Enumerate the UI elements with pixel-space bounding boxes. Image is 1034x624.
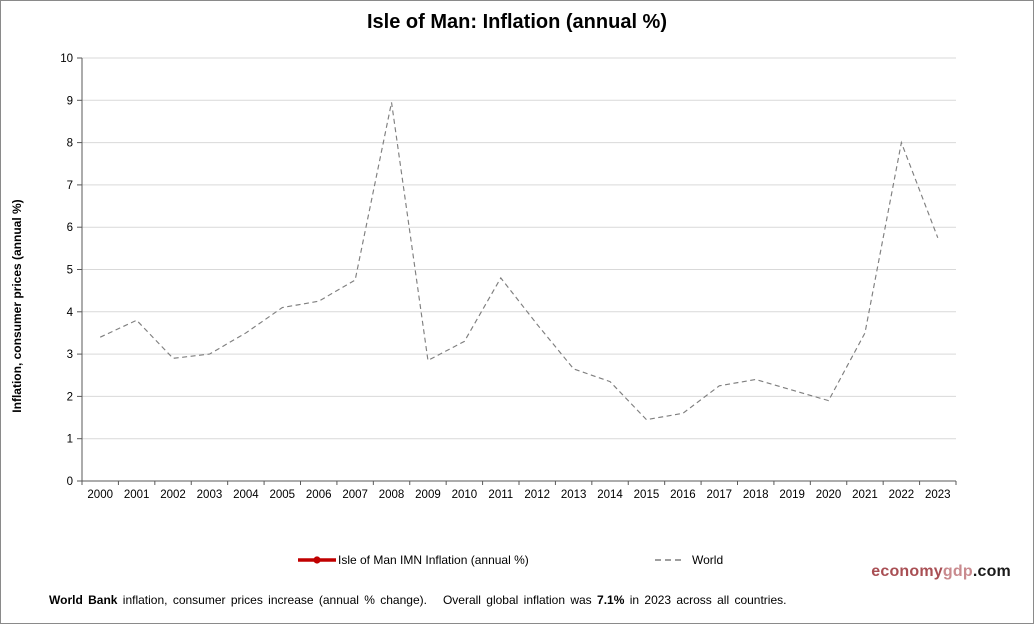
y-tick-label: 8 <box>67 138 73 150</box>
x-tick-label: 2009 <box>415 489 441 501</box>
footnote-inflation-value: 7.1% <box>597 593 625 607</box>
plot-area: 0 1 2 3 4 5 6 7 8 9 10 2000 2001 2002 2003 2004 2005 2006… <box>60 53 957 501</box>
series-line-world <box>99 102 939 421</box>
y-tick-label: 3 <box>67 349 73 361</box>
y-tick-label: 9 <box>67 95 73 107</box>
y-tick-label: 2 <box>67 391 73 403</box>
footnote-text-2: in 2023 across all countries. <box>624 593 787 607</box>
legend-sample-world-icon <box>655 559 685 561</box>
x-tick-label: 2008 <box>379 489 405 501</box>
x-tick-label: 2015 <box>634 489 660 501</box>
y-tick-label: 7 <box>67 180 73 192</box>
y-tick-label: 1 <box>67 434 73 446</box>
brand-gdp: gdp <box>942 563 973 580</box>
brand-logo[interactable]: economygdp.com <box>871 563 1011 581</box>
x-tick-label: 2010 <box>452 489 478 501</box>
y-tick-label: 4 <box>67 307 74 319</box>
x-tick-label: 2023 <box>925 489 951 501</box>
x-tick-label: 2018 <box>743 489 769 501</box>
x-tick-label: 2002 <box>160 489 186 501</box>
x-tick-label: 2012 <box>524 489 550 501</box>
x-tick-label: 2000 <box>87 489 113 501</box>
x-tick-label: 2003 <box>197 489 223 501</box>
x-tick-label: 2021 <box>852 489 878 501</box>
y-tick-label: 10 <box>60 53 73 65</box>
x-tick-label: 2007 <box>342 489 368 501</box>
chart-title: Isle of Man: Inflation (annual %) <box>367 11 667 33</box>
x-tick-label: 2017 <box>706 489 732 501</box>
x-tick-label: 2020 <box>816 489 842 501</box>
legend-item-isle-of-man: Isle of Man IMN Inflation (annual %) <box>297 552 529 568</box>
footnote-source: World Bank <box>49 593 118 607</box>
x-tick-label: 2013 <box>561 489 587 501</box>
footnote: World Bank inflation, consumer prices in… <box>49 593 989 607</box>
x-tick-label: 2006 <box>306 489 332 501</box>
legend-label-isle-of-man: Isle of Man IMN Inflation (annual %) <box>338 553 529 567</box>
x-tick-label: 2001 <box>124 489 150 501</box>
x-tick-label: 2019 <box>779 489 805 501</box>
footnote-text-1: inflation, consumer prices increase (ann… <box>117 593 598 607</box>
x-tick-label: 2014 <box>597 489 623 501</box>
x-tick-label: 2005 <box>269 489 295 501</box>
x-tick-label: 2011 <box>488 489 513 501</box>
x-tick-label: 2004 <box>233 489 259 501</box>
legend-sample-isle-of-man-icon <box>298 556 336 564</box>
y-tick-label: 6 <box>67 222 73 234</box>
brand-economy: economy <box>871 563 943 580</box>
legend-label-world: World <box>692 553 724 567</box>
y-tick-label: 5 <box>67 265 73 277</box>
brand-com: .com <box>972 563 1011 580</box>
y-tick-label: 0 <box>67 476 73 488</box>
x-tick-label: 2016 <box>670 489 696 501</box>
legend-item-world: World <box>654 552 723 568</box>
x-tick-label: 2022 <box>889 489 915 501</box>
